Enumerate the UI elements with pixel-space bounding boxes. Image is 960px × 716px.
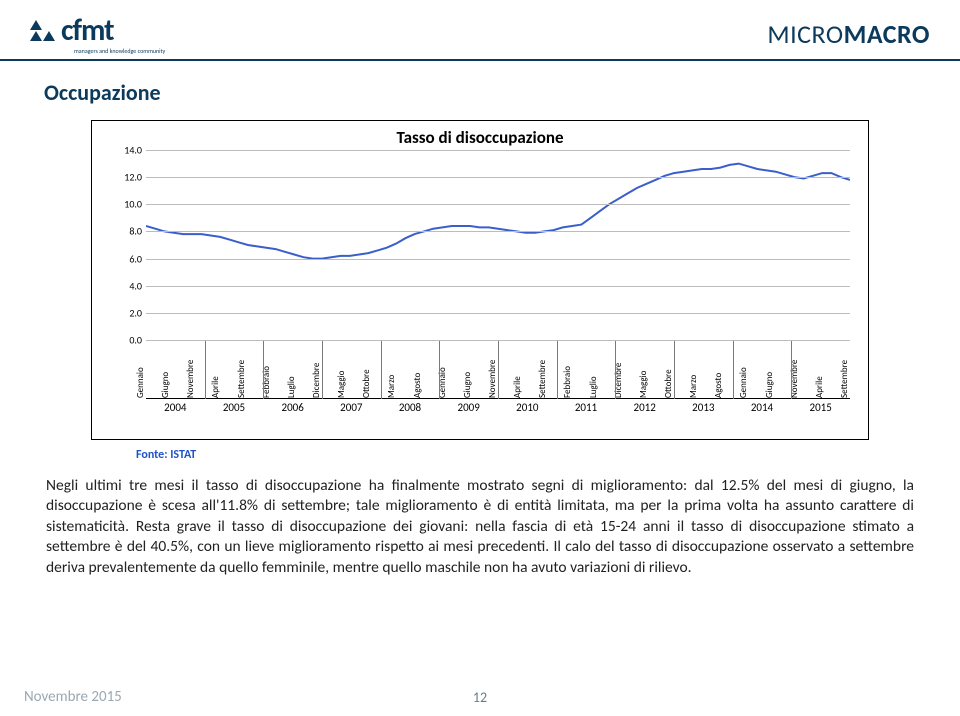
chart-year-label: 2015 bbox=[791, 401, 850, 414]
chart-y-label: 10.0 bbox=[116, 198, 142, 211]
chart-x-tick-label: Febbraio bbox=[562, 366, 573, 398]
chart-year-separator bbox=[791, 341, 792, 399]
chart-x-tick-label: Gennaio bbox=[738, 367, 749, 398]
chart-y-label: 6.0 bbox=[116, 252, 142, 265]
chart-year-separator bbox=[674, 341, 675, 399]
chart-year-label: 2013 bbox=[674, 401, 733, 414]
chart-x-tick-label: Ottobre bbox=[663, 369, 674, 398]
chart-gridline bbox=[146, 204, 850, 205]
chart-year-label: 2012 bbox=[615, 401, 674, 414]
chart-year-separator bbox=[381, 341, 382, 399]
chart-year-separator bbox=[263, 341, 264, 399]
chart-gridline bbox=[146, 231, 850, 232]
chart-x-tick-label: Settembre bbox=[236, 360, 247, 398]
chart-y-label: 12.0 bbox=[116, 171, 142, 184]
chart-container: Tasso di disoccupazione 0.0 2.0 4.0 6.0 8.0 1… bbox=[91, 120, 869, 440]
footer: Novembre 2015 12 bbox=[0, 688, 960, 706]
logo-left: cfmt managers and knowledge community bbox=[30, 12, 165, 55]
footer-page-number: 12 bbox=[473, 689, 487, 706]
chart-x-tick-label: Settembre bbox=[537, 360, 548, 398]
cfmt-triangles-icon bbox=[30, 20, 55, 41]
chart-y-label: 0.0 bbox=[116, 334, 142, 347]
body-paragraph: Negli ultimi tre mesi il tasso di disocc… bbox=[44, 476, 916, 578]
chart-x-tick-label: Agosto bbox=[713, 373, 724, 398]
chart-x-tick-label: Aprile bbox=[512, 376, 523, 398]
chart-x-tick-label: Agosto bbox=[412, 373, 423, 398]
chart-year-separator bbox=[498, 341, 499, 399]
chart-line bbox=[146, 150, 850, 340]
chart-source: Fonte: ISTAT bbox=[136, 448, 916, 462]
chart-title: Tasso di disoccupazione bbox=[102, 127, 858, 148]
chart-year-label: 2011 bbox=[557, 401, 616, 414]
chart-gridline bbox=[146, 177, 850, 178]
chart-x-tick-label: Marzo bbox=[688, 375, 699, 398]
chart-year-label: 2008 bbox=[381, 401, 440, 414]
section-title: Occupazione bbox=[44, 79, 916, 106]
chart-x-tick-label: Aprile bbox=[814, 376, 825, 398]
chart-year-separator bbox=[615, 341, 616, 399]
chart-gridline bbox=[146, 150, 850, 151]
chart-x-tick-label: Giugno bbox=[160, 372, 171, 398]
chart-year-separator bbox=[205, 341, 206, 399]
chart-year-separator bbox=[557, 341, 558, 399]
chart-x-tick-label: Settembre bbox=[839, 360, 850, 398]
logo-text: cfmt bbox=[61, 12, 114, 49]
brand-name: MICROMACRO bbox=[767, 18, 930, 50]
header: cfmt managers and knowledge community MI… bbox=[0, 0, 960, 61]
chart-y-label: 4.0 bbox=[116, 279, 142, 292]
chart-year-label: 2009 bbox=[439, 401, 498, 414]
chart-year-label: 2005 bbox=[205, 401, 264, 414]
chart-x-tick-label: Giugno bbox=[764, 372, 775, 398]
chart-year-label: 2010 bbox=[498, 401, 557, 414]
chart-x-tick-label: Novembre bbox=[487, 360, 498, 398]
chart-x-tick-label: Maggio bbox=[638, 371, 649, 398]
chart-year-separator bbox=[439, 341, 440, 399]
chart-year-label: 2006 bbox=[263, 401, 322, 414]
chart-y-label: 14.0 bbox=[116, 144, 142, 157]
chart-year-label: 2004 bbox=[146, 401, 205, 414]
chart-plot-area: 0.02.04.06.08.010.012.014.0 bbox=[116, 150, 856, 340]
chart-gridline bbox=[146, 313, 850, 314]
chart-x-tick-label: Aprile bbox=[210, 376, 221, 398]
chart-x-tick-label: Giugno bbox=[462, 372, 473, 398]
content: Occupazione Tasso di disoccupazione 0.0 2… bbox=[0, 61, 960, 578]
brand-thin: MICRO bbox=[767, 18, 843, 50]
chart-x-tick-label: Ottobre bbox=[361, 369, 372, 398]
chart-x-tick-label: Luglio bbox=[286, 376, 297, 398]
chart-year-row: 2004200520062007200820092010201120122013… bbox=[146, 398, 850, 422]
chart-x-tick-label: Novembre bbox=[185, 360, 196, 398]
chart-x-tick-label: Dicembre bbox=[311, 363, 322, 398]
brand-bold: MACRO bbox=[844, 18, 930, 50]
chart-gridline bbox=[146, 259, 850, 260]
footer-date: Novembre 2015 bbox=[24, 688, 122, 706]
chart-gridline bbox=[146, 286, 850, 287]
chart-y-label: 2.0 bbox=[116, 306, 142, 319]
chart-year-label: 2014 bbox=[733, 401, 792, 414]
chart-year-separator bbox=[733, 341, 734, 399]
chart-x-tick-label: Luglio bbox=[588, 376, 599, 398]
chart-x-tick-label: Marzo bbox=[386, 375, 397, 398]
chart-year-separator bbox=[322, 341, 323, 399]
chart-x-tick-label: Gennaio bbox=[135, 367, 146, 398]
logo-subtitle: managers and knowledge community bbox=[74, 47, 165, 55]
chart-y-label: 8.0 bbox=[116, 225, 142, 238]
chart-year-label: 2007 bbox=[322, 401, 381, 414]
chart-x-tick-label: Maggio bbox=[336, 371, 347, 398]
